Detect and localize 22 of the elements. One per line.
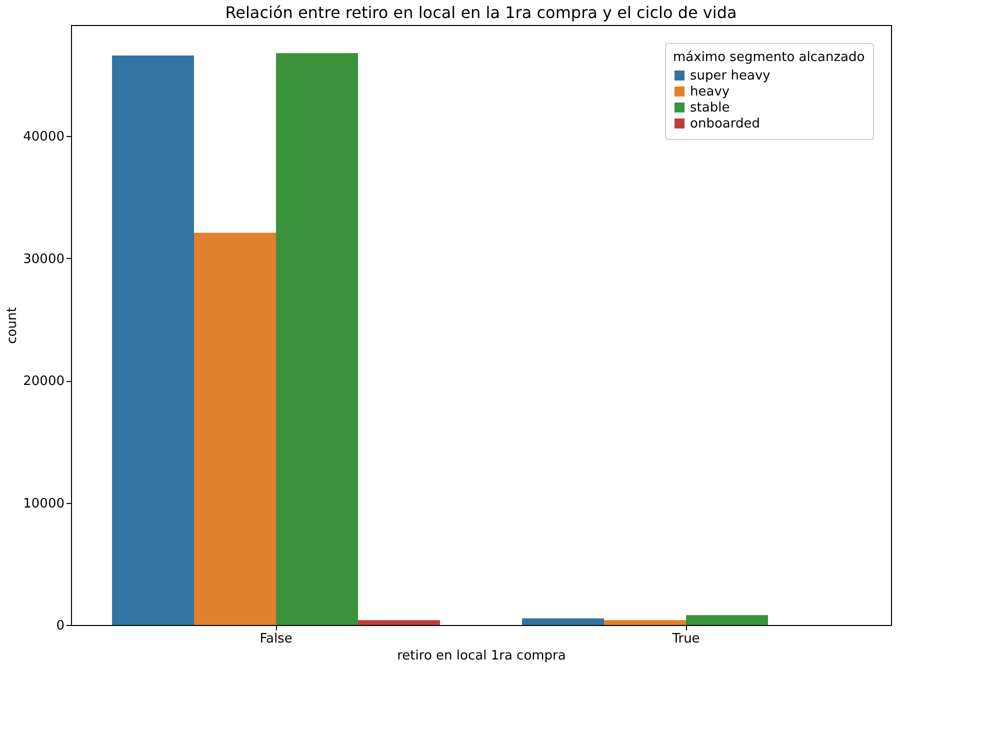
y-tick-label: 20000 xyxy=(23,374,64,390)
x-axis-title: retiro en local 1ra compra xyxy=(397,648,566,664)
x-tick-label: True xyxy=(671,632,700,646)
y-tick-label: 40000 xyxy=(23,130,64,145)
y-axis-title: count xyxy=(5,307,20,344)
bar xyxy=(604,620,686,625)
bar xyxy=(276,53,358,625)
chart-title: Relación entre retiro en local en la 1ra compra y el ciclo de vida xyxy=(225,3,737,22)
bar xyxy=(686,615,768,625)
legend-label: stable xyxy=(690,100,730,116)
y-tick-label: 0 xyxy=(56,618,64,634)
legend-label: onboarded xyxy=(690,116,760,132)
x-tick-label: False xyxy=(260,632,292,646)
legend-label: heavy xyxy=(690,84,730,100)
legend-label: super heavy xyxy=(690,68,771,84)
bar xyxy=(522,618,604,625)
bar xyxy=(194,232,276,625)
legend-title: máximo segmento alcanzado xyxy=(673,50,865,65)
y-tick-label: 30000 xyxy=(23,252,64,267)
bar xyxy=(358,620,440,625)
y-tick-label: 10000 xyxy=(23,496,64,512)
bar xyxy=(112,56,194,625)
